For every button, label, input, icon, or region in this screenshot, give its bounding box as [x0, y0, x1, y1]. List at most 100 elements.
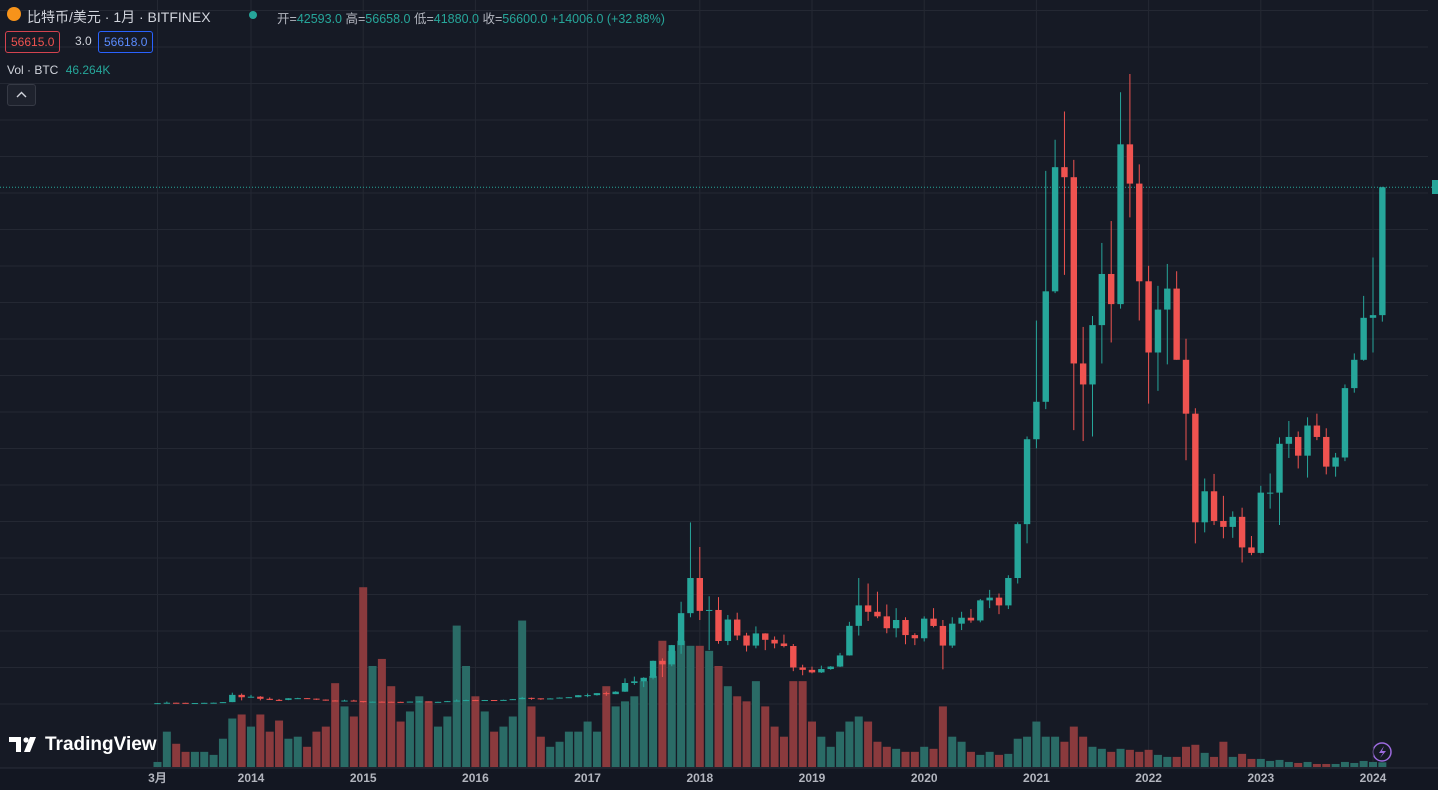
volume-bar: [1303, 761, 1312, 767]
volume-bar: [966, 751, 975, 767]
volume-bar: [1369, 761, 1377, 767]
high-label: 高=: [345, 12, 366, 26]
logo: TradingView: [9, 734, 157, 755]
candle-body: [902, 620, 909, 636]
volume-bar: [247, 726, 255, 767]
candle-body: [350, 700, 358, 702]
candle-body: [1061, 167, 1068, 178]
volume-bar: [920, 746, 929, 767]
candle-body: [930, 618, 937, 626]
volume-bar: [1182, 746, 1190, 767]
volume-bar: [387, 686, 396, 767]
volume-bar: [518, 620, 527, 767]
candle-body: [397, 701, 404, 703]
candle-body: [1023, 439, 1031, 525]
volume-bar: [779, 736, 788, 767]
x-tick-label: 2023: [1247, 771, 1274, 785]
volume-bar: [864, 721, 873, 767]
volume-bar: [200, 751, 209, 767]
volume-bar: [873, 741, 882, 767]
candle-body: [444, 701, 451, 703]
logo-mark: [9, 737, 36, 752]
x-tick-label: 2018: [686, 771, 713, 785]
candle-body: [509, 699, 516, 701]
volume-bar: [564, 731, 573, 767]
x-tick-label: 2021: [1023, 771, 1050, 785]
candle-body: [668, 645, 675, 665]
collapse-button[interactable]: [7, 84, 36, 106]
candle-body: [1051, 167, 1059, 292]
volume-bar: [826, 746, 835, 767]
candle-body: [621, 683, 629, 692]
candle-body: [1070, 177, 1077, 364]
volume-bar: [1275, 759, 1284, 767]
candle-body: [518, 697, 526, 700]
candle-body: [1005, 578, 1012, 606]
volume-bar: [368, 666, 377, 767]
candle-body: [378, 701, 386, 703]
volume-bar: [976, 754, 985, 767]
candle-body: [313, 698, 320, 700]
candle-body: [603, 693, 610, 695]
candle-body: [322, 699, 329, 701]
open-value: 42593.0: [296, 12, 342, 26]
x-tick-label: 2020: [911, 771, 938, 785]
candle-body: [780, 643, 788, 647]
candle-body: [556, 697, 563, 699]
buy-price[interactable]: 56618.0: [98, 31, 154, 53]
volume-bar: [396, 721, 405, 767]
candle-body: [818, 669, 825, 673]
candle-body: [1079, 363, 1087, 385]
volume-bar: [1051, 736, 1060, 767]
candle-body: [565, 697, 573, 699]
volume-bar: [536, 736, 545, 767]
volume-bar: [405, 711, 414, 767]
volume-bar: [658, 640, 667, 767]
volume-bar: [415, 696, 424, 767]
candle-body: [472, 700, 479, 702]
candle-body: [1341, 388, 1349, 458]
candle-body: [462, 700, 470, 702]
candle-body: [1248, 547, 1255, 553]
candle-body: [659, 660, 666, 665]
volume-bar: [854, 716, 863, 767]
candle-body: [191, 703, 199, 705]
candle-body: [743, 635, 750, 646]
candle-body: [883, 616, 890, 629]
candle-body: [958, 617, 965, 624]
candle-body: [687, 578, 694, 614]
lightning-glyph: [1379, 746, 1386, 758]
x-tick-label: 2019: [799, 771, 826, 785]
sell-price[interactable]: 56615.0: [5, 31, 61, 53]
candle-body: [154, 703, 161, 705]
volume-bar: [499, 726, 508, 767]
volume-bar: [424, 701, 433, 767]
volume-bar: [901, 751, 910, 767]
volume-bar: [377, 658, 386, 767]
volume-bar: [162, 731, 171, 767]
volume-bar: [761, 706, 770, 767]
volume-bar: [770, 726, 779, 767]
candle-body: [1313, 425, 1321, 437]
candle-body: [247, 696, 255, 698]
open-label: 开=: [277, 12, 297, 26]
volume-title: Vol · BTC: [7, 63, 59, 77]
ohlc-legend: 开=42593.0 高=56658.0 低=41880.0 收=56600.0 …: [277, 8, 665, 27]
candle-body: [1360, 317, 1367, 360]
candle-body: [1089, 325, 1096, 385]
candle-body: [238, 694, 245, 698]
candle-body: [836, 655, 844, 667]
candle-body: [331, 700, 339, 702]
candle-body: [1173, 288, 1180, 360]
volume-bar: [677, 640, 686, 767]
volume-bar: [1228, 756, 1237, 767]
volume-bar: [1172, 756, 1181, 767]
candle-body: [640, 677, 647, 682]
x-tick-label: 2015: [350, 771, 377, 785]
volume-bar: [1238, 753, 1247, 767]
volume-bar: [630, 696, 639, 767]
volume-bar: [1266, 760, 1275, 767]
high-value: 56658.0: [365, 12, 411, 26]
candle-body: [1257, 492, 1264, 553]
